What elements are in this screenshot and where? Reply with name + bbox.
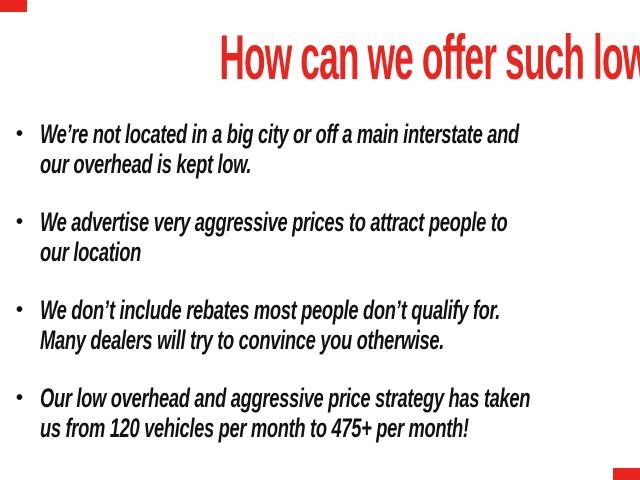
bullet-item-advertising: • We advertise very aggressive prices to… <box>16 207 640 267</box>
bullet-item-volume: • Our low overhead and aggressive price … <box>16 383 640 443</box>
bullet-line: We advertise very aggressive prices to a… <box>40 207 508 237</box>
corner-accent-top-left <box>0 0 27 12</box>
corner-accent-bottom-right <box>613 468 640 480</box>
bullet-dot-icon: • <box>16 123 24 145</box>
bullet-line: Many dealers will try to convince you ot… <box>40 325 445 355</box>
bullet-dot-icon: • <box>16 387 24 409</box>
bullet-item-rebates: • We don’t include rebates most people d… <box>16 295 640 355</box>
bullet-dot-icon: • <box>16 299 24 321</box>
page-title: How can we offer such low prices? <box>0 27 640 90</box>
bullet-line: our overhead is kept low. <box>40 149 252 179</box>
bullet-text: We’re not located in a big city or off a… <box>40 119 519 179</box>
page-title-text: How can we offer such low prices? <box>219 23 640 93</box>
bullet-line: We don’t include rebates most people don… <box>40 295 501 325</box>
bullet-list: • We’re not located in a big city or off… <box>16 119 640 471</box>
bullet-dot-icon: • <box>16 211 24 233</box>
bullet-text: We advertise very aggressive prices to a… <box>40 207 508 267</box>
bullet-text: We don’t include rebates most people don… <box>40 295 500 355</box>
bullet-line: our location <box>40 237 141 267</box>
bullet-line: Our low overhead and aggressive price st… <box>40 383 531 413</box>
bullet-text: Our low overhead and aggressive price st… <box>40 383 530 443</box>
bullet-line: us from 120 vehicles per month to 475+ p… <box>40 413 469 443</box>
bullet-line: We’re not located in a big city or off a… <box>40 119 519 149</box>
bullet-item-location: • We’re not located in a big city or off… <box>16 119 640 179</box>
